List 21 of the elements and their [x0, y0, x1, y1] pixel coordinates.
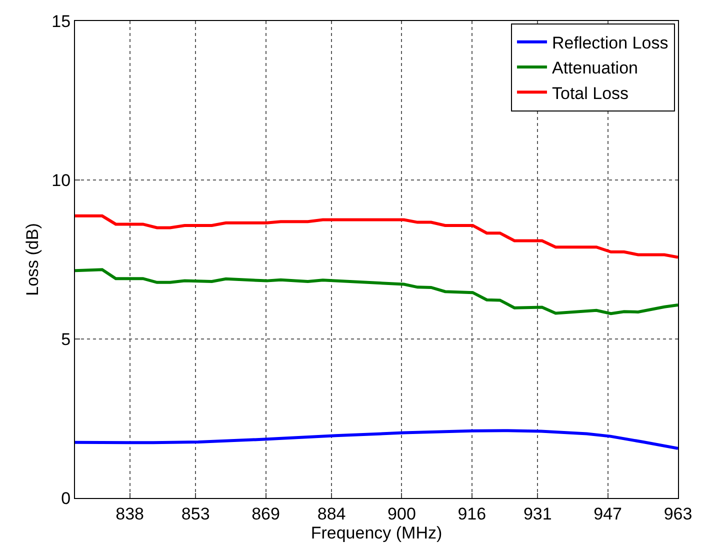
- x-tick-label: 916: [458, 504, 486, 524]
- y-tick-label: 15: [52, 12, 71, 31]
- line-series: [75, 429, 678, 450]
- legend-label: Attenuation: [552, 58, 638, 78]
- y-tick-label: 5: [61, 330, 71, 349]
- y-tick-label: 0: [61, 488, 71, 508]
- x-axis-title: Frequency (MHz): [310, 523, 442, 542]
- legend-label: Total Loss: [552, 84, 629, 103]
- x-tick-label: 838: [116, 504, 144, 524]
- x-tick-label: 931: [523, 504, 552, 524]
- y-tick-label: 10: [52, 170, 71, 190]
- x-tick-label: 884: [317, 504, 346, 524]
- x-tick-label: 900: [388, 504, 416, 524]
- x-tick-label: 853: [181, 504, 210, 524]
- x-tick-label: 947: [594, 504, 622, 524]
- x-tick-label: 963: [664, 504, 692, 524]
- x-tick-label: 869: [252, 504, 280, 524]
- line-series: [75, 268, 678, 316]
- legend-label: Reflection Loss: [552, 34, 668, 53]
- line-series: [75, 214, 678, 259]
- y-axis-title: Loss (dB): [23, 223, 42, 296]
